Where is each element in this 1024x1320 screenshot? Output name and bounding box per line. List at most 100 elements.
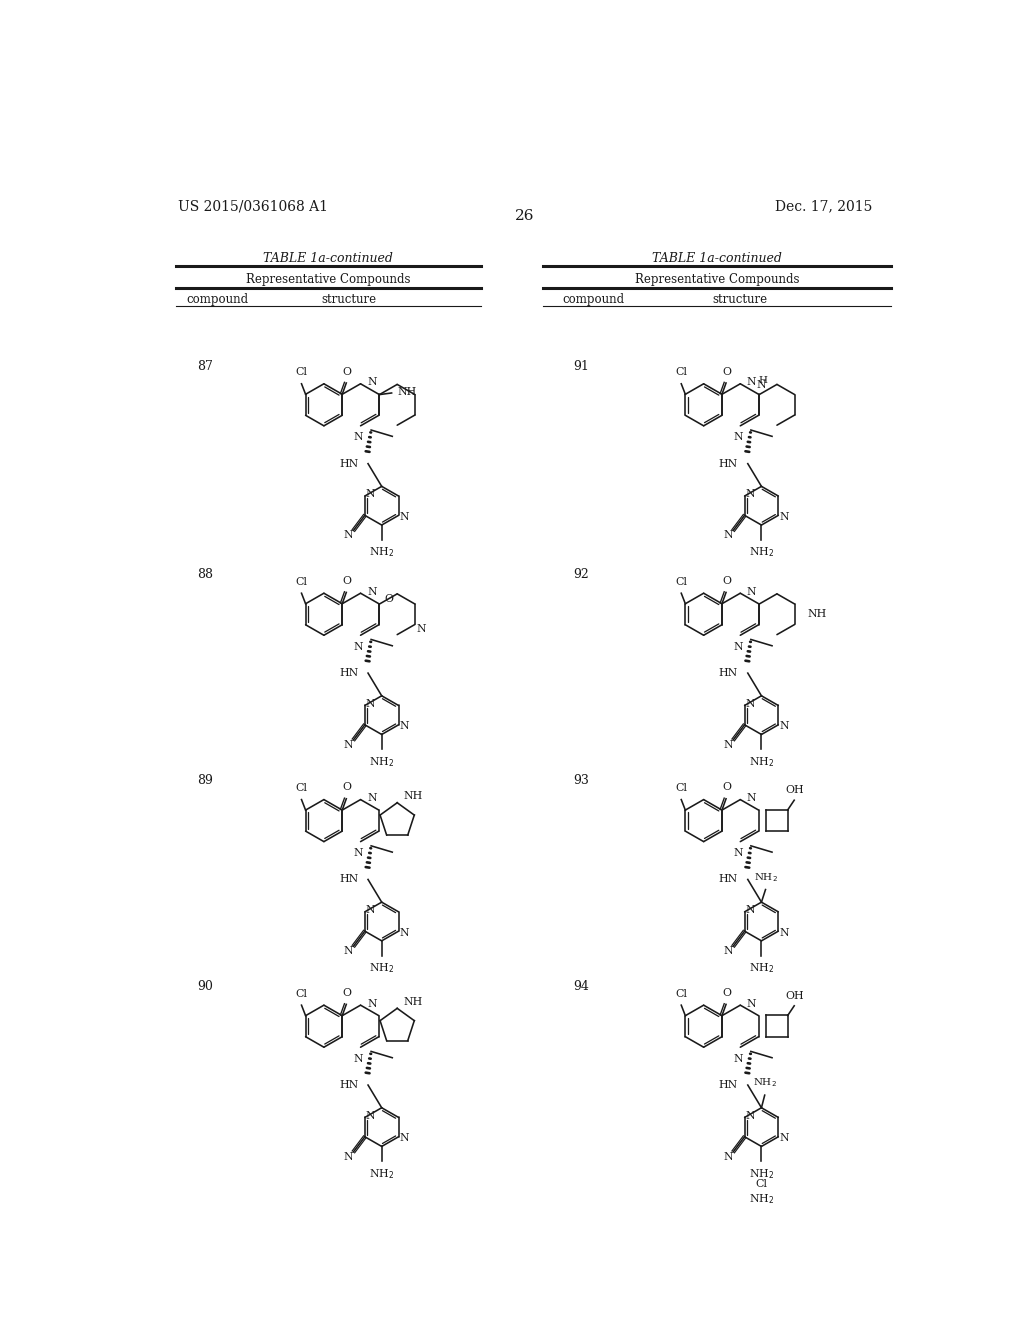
Text: O: O <box>722 783 731 792</box>
Text: NH$_2$: NH$_2$ <box>754 871 777 884</box>
Text: O: O <box>722 987 731 998</box>
Text: N: N <box>366 490 376 499</box>
Text: N: N <box>779 722 788 731</box>
Text: NH$_2$: NH$_2$ <box>749 1167 774 1180</box>
Text: NH: NH <box>403 997 423 1007</box>
Text: HN: HN <box>339 458 358 469</box>
Text: HN: HN <box>339 668 358 678</box>
Text: 88: 88 <box>198 568 213 581</box>
Text: HN: HN <box>339 1080 358 1090</box>
Text: NH$_2$: NH$_2$ <box>369 755 394 768</box>
Text: N: N <box>366 1111 376 1121</box>
Text: NH: NH <box>397 387 417 397</box>
Text: HN: HN <box>719 668 738 678</box>
Text: OH: OH <box>785 785 804 796</box>
Text: OH: OH <box>785 991 804 1001</box>
Text: 91: 91 <box>573 360 590 372</box>
Text: NH: NH <box>403 791 423 801</box>
Text: N: N <box>353 432 362 442</box>
Text: 90: 90 <box>198 979 213 993</box>
Text: Dec. 17, 2015: Dec. 17, 2015 <box>774 199 872 213</box>
Text: N: N <box>399 512 409 521</box>
Text: Representative Compounds: Representative Compounds <box>246 273 411 286</box>
Text: N: N <box>367 378 377 387</box>
Text: 92: 92 <box>573 568 589 581</box>
Text: NH$_2$: NH$_2$ <box>369 1167 394 1180</box>
Text: US 2015/0361068 A1: US 2015/0361068 A1 <box>178 199 329 213</box>
Text: TABLE 1a-continued: TABLE 1a-continued <box>263 252 393 265</box>
Text: N: N <box>353 847 362 858</box>
Text: N: N <box>733 432 742 442</box>
Text: N: N <box>367 586 377 597</box>
Text: N: N <box>724 739 733 750</box>
Text: N: N <box>746 586 757 597</box>
Text: Cl: Cl <box>675 367 687 378</box>
Text: O: O <box>722 576 731 586</box>
Text: HN: HN <box>719 874 738 884</box>
Text: NH$_2$: NH$_2$ <box>749 755 774 768</box>
Text: O: O <box>343 783 351 792</box>
Text: N: N <box>344 946 353 956</box>
Text: structure: structure <box>322 293 377 306</box>
Text: N: N <box>367 793 377 803</box>
Text: 94: 94 <box>573 979 590 993</box>
Text: NH$_2$: NH$_2$ <box>749 961 774 975</box>
Text: N: N <box>353 1053 362 1064</box>
Text: N: N <box>344 531 353 540</box>
Text: N: N <box>344 1152 353 1162</box>
Text: 26: 26 <box>515 209 535 223</box>
Text: N: N <box>724 1152 733 1162</box>
Text: N: N <box>779 512 788 521</box>
Text: O: O <box>722 367 731 376</box>
Text: N: N <box>353 642 362 652</box>
Text: O: O <box>343 367 351 376</box>
Text: N: N <box>745 490 755 499</box>
Text: compound: compound <box>186 293 248 306</box>
Text: Cl: Cl <box>296 577 307 587</box>
Text: Cl: Cl <box>296 989 307 999</box>
Text: 87: 87 <box>198 360 213 372</box>
Text: N: N <box>366 906 376 915</box>
Text: N: N <box>745 1111 755 1121</box>
Text: NH$_2$: NH$_2$ <box>749 545 774 560</box>
Text: N: N <box>779 1134 788 1143</box>
Text: Cl: Cl <box>675 783 687 793</box>
Text: N: N <box>367 998 377 1008</box>
Text: 93: 93 <box>573 774 590 787</box>
Text: N: N <box>733 847 742 858</box>
Text: NH$_2$: NH$_2$ <box>749 1192 774 1205</box>
Text: N: N <box>399 1134 409 1143</box>
Text: N: N <box>724 946 733 956</box>
Text: compound: compound <box>562 293 624 306</box>
Text: Cl: Cl <box>675 577 687 587</box>
Text: N: N <box>745 906 755 915</box>
Text: Representative Compounds: Representative Compounds <box>635 273 800 286</box>
Text: TABLE 1a-continued: TABLE 1a-continued <box>652 252 782 265</box>
Text: N: N <box>344 739 353 750</box>
Text: N: N <box>724 531 733 540</box>
Text: N: N <box>779 928 788 937</box>
Text: O: O <box>343 576 351 586</box>
Text: HN: HN <box>719 458 738 469</box>
Text: N: N <box>746 793 757 803</box>
Text: N: N <box>746 998 757 1008</box>
Text: N: N <box>399 928 409 937</box>
Text: N: N <box>366 698 376 709</box>
Text: Cl: Cl <box>756 1179 767 1189</box>
Text: Cl: Cl <box>296 783 307 793</box>
Text: N: N <box>733 1053 742 1064</box>
Text: N: N <box>757 380 766 389</box>
Text: N: N <box>733 642 742 652</box>
Text: NH$_2$: NH$_2$ <box>369 961 394 975</box>
Text: NH$_2$: NH$_2$ <box>369 545 394 560</box>
Text: 89: 89 <box>198 774 213 787</box>
Text: Cl: Cl <box>296 367 307 378</box>
Text: N: N <box>746 378 757 387</box>
Text: structure: structure <box>713 293 768 306</box>
Text: HN: HN <box>719 1080 738 1090</box>
Text: N: N <box>417 624 426 635</box>
Text: Cl: Cl <box>675 989 687 999</box>
Text: N: N <box>745 698 755 709</box>
Text: H: H <box>759 376 768 385</box>
Text: NH$_2$: NH$_2$ <box>753 1077 776 1089</box>
